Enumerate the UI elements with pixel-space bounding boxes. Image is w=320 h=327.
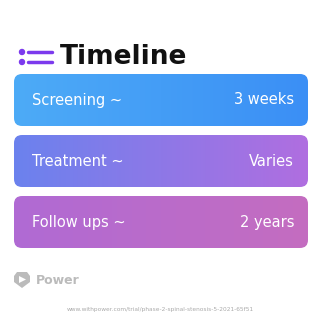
Polygon shape bbox=[19, 276, 26, 283]
Text: 3 weeks: 3 weeks bbox=[234, 93, 294, 108]
Circle shape bbox=[20, 60, 25, 64]
Text: 2 years: 2 years bbox=[239, 215, 294, 230]
Text: Varies: Varies bbox=[249, 153, 294, 168]
Polygon shape bbox=[14, 272, 30, 288]
Text: Screening ~: Screening ~ bbox=[32, 93, 122, 108]
Text: Treatment ~: Treatment ~ bbox=[32, 153, 124, 168]
Circle shape bbox=[20, 49, 25, 55]
Text: Power: Power bbox=[36, 273, 80, 286]
Text: Follow ups ~: Follow ups ~ bbox=[32, 215, 126, 230]
Text: www.withpower.com/trial/phase-2-spinal-stenosis-5-2021-65f51: www.withpower.com/trial/phase-2-spinal-s… bbox=[67, 306, 253, 312]
Text: Timeline: Timeline bbox=[60, 44, 188, 70]
